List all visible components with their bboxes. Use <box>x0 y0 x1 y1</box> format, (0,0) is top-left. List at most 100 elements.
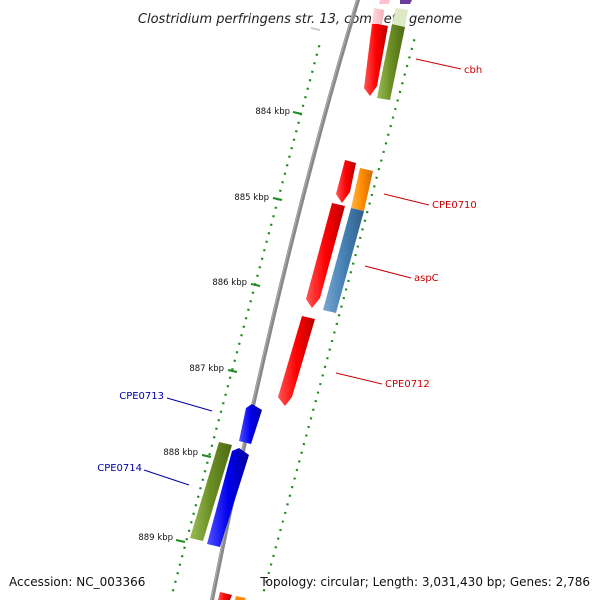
minor-tick <box>212 436 216 439</box>
minor-tick <box>288 155 291 158</box>
gene-CPE0710[interactable] <box>336 160 356 203</box>
minor-tick <box>403 73 407 76</box>
minor-tick <box>293 477 296 480</box>
minor-tick <box>269 563 273 566</box>
minor-tick <box>262 589 266 592</box>
gene-arrow <box>278 316 315 406</box>
minor-tick <box>375 176 378 179</box>
minor-tick <box>224 393 227 396</box>
minor-tick <box>307 425 310 429</box>
minor-tick <box>286 503 289 506</box>
minor-tick <box>372 185 376 188</box>
gene-label-aspC[interactable]: aspC <box>414 273 439 284</box>
gene-CPE0712[interactable] <box>278 316 315 406</box>
minor-tick <box>201 478 205 481</box>
callout-aspC <box>364 265 412 279</box>
minor-tick <box>349 271 353 274</box>
minor-tick <box>309 417 313 420</box>
minor-tick <box>302 442 306 446</box>
minor-tick <box>199 487 202 490</box>
gene-label-CPE0710[interactable]: CPE0710 <box>432 200 477 211</box>
kbp-tick-886: 886 kbp <box>212 278 261 288</box>
minor-tick <box>370 193 374 197</box>
minor-tick <box>233 359 237 362</box>
minor-tick <box>279 528 282 532</box>
minor-tick <box>344 288 348 291</box>
minor-tick <box>247 308 250 311</box>
minor-tick <box>304 96 307 99</box>
minor-tick <box>263 249 266 252</box>
gene-arrow <box>364 24 388 96</box>
cog-bar-CPE0710 <box>351 168 373 211</box>
minor-tick <box>272 215 275 218</box>
minor-tick <box>386 133 390 136</box>
minor-tick <box>231 368 234 371</box>
gene-CPE0713[interactable] <box>239 404 262 444</box>
minor-tick <box>272 554 275 558</box>
kbp-tick-884: 884 kbp <box>255 107 303 117</box>
kbp-label: 885 kbp <box>234 193 269 203</box>
minor-tick <box>297 121 300 124</box>
minor-tick <box>304 434 308 437</box>
callout-CPE0714 <box>143 469 190 486</box>
minor-tick <box>297 460 301 463</box>
minor-tick <box>401 82 404 85</box>
kbp-tick-883 <box>310 27 321 31</box>
minor-tick <box>242 325 246 328</box>
minor-tick <box>306 87 310 90</box>
gene-bottom-forward <box>218 592 246 600</box>
genome-summary-text: Topology: circular; Length: 3,031,430 bp… <box>259 575 590 589</box>
gene-arrow <box>207 448 249 547</box>
minor-tick <box>394 107 397 111</box>
kbp-label: 887 kbp <box>189 364 224 374</box>
minor-tick <box>379 159 383 162</box>
gene-label-CPE0714[interactable]: CPE0714 <box>97 463 142 474</box>
minor-tick <box>396 99 400 102</box>
gene-arrow <box>239 404 262 444</box>
minor-tick <box>313 62 316 65</box>
minor-tick <box>219 410 223 413</box>
minor-tick <box>256 274 259 277</box>
minor-tick <box>405 64 409 68</box>
minor-tick <box>363 219 367 222</box>
kbp-tick-887: 887 kbp <box>189 364 238 374</box>
minor-tick <box>281 181 284 184</box>
minor-tick <box>300 451 303 454</box>
minor-tick <box>190 521 193 524</box>
minor-tick <box>398 90 402 94</box>
minor-tick <box>323 365 327 369</box>
gene-label-CPE0712[interactable]: CPE0712 <box>385 379 430 390</box>
minor-tick <box>205 461 209 464</box>
minor-tick <box>226 385 230 388</box>
minor-tick <box>240 334 243 337</box>
minor-tick <box>183 546 186 549</box>
minor-tick <box>292 138 296 141</box>
minor-tick <box>377 167 381 171</box>
gene-cbh[interactable] <box>364 8 388 96</box>
minor-tick <box>311 408 315 411</box>
minor-tick <box>258 266 262 269</box>
minor-tick <box>265 580 268 583</box>
callout-CPE0712 <box>335 372 383 385</box>
minor-tick <box>328 348 332 351</box>
gene-CPE0714[interactable] <box>207 448 249 547</box>
minor-tick <box>208 453 211 456</box>
minor-tick <box>295 468 299 472</box>
minor-tick <box>278 189 282 192</box>
minor-tick <box>249 300 253 303</box>
map-title: Clostridium perfringens str. 13, complet… <box>138 12 462 27</box>
minor-tick <box>228 376 232 379</box>
gene-label-cbh[interactable]: cbh <box>464 65 482 76</box>
gene-aspC[interactable] <box>306 203 345 308</box>
gene-label-CPE0713[interactable]: CPE0713 <box>119 391 164 402</box>
minor-tick <box>389 124 393 128</box>
minor-tick <box>333 331 336 334</box>
minor-tick <box>187 529 191 532</box>
minor-tick <box>335 322 339 326</box>
cog-bar-cbh <box>377 0 412 100</box>
minor-tick <box>356 245 360 248</box>
minor-tick <box>288 494 292 497</box>
minor-tick <box>244 317 248 320</box>
minor-tick <box>237 342 241 345</box>
